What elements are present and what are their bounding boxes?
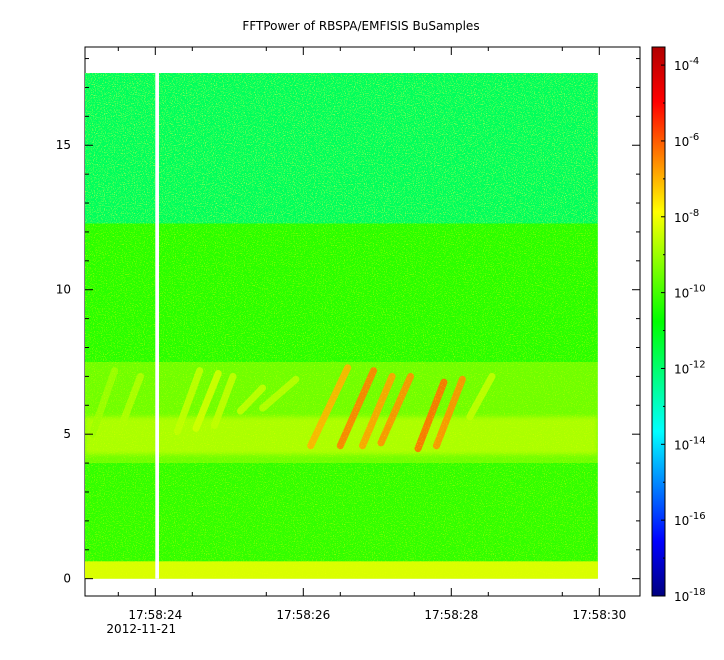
chorus-element-4 — [192, 370, 222, 432]
chorus-element-10 — [359, 372, 396, 450]
chorus-element-6 — [236, 384, 267, 415]
y-tick-label: 10 — [56, 283, 71, 297]
chorus-element-14 — [466, 372, 496, 421]
chorus-element-3 — [174, 367, 204, 435]
chorus-element-12 — [414, 378, 448, 453]
x-tick-label: 17:58:26 — [276, 608, 330, 622]
bottom-band — [85, 561, 598, 579]
plot-area — [84, 46, 641, 597]
y-tick-label: 15 — [56, 138, 71, 152]
x-tick-date-label: 2012-11-21 — [106, 622, 176, 636]
colorbar-tick-label: 10-4 — [674, 56, 699, 73]
chorus-element-1 — [88, 367, 119, 438]
x-tick-label: 17:58:28 — [424, 608, 478, 622]
chorus-element-7 — [259, 375, 300, 412]
colorbar-tick-label: 10-10 — [674, 284, 706, 301]
y-tick-label: 5 — [63, 427, 71, 441]
chorus-element-8 — [307, 364, 352, 450]
colorbar-tick-label: 10-6 — [674, 132, 699, 149]
spectrogram-background — [85, 73, 598, 579]
data-gap — [155, 73, 159, 579]
x-tick-label: 17:58:30 — [572, 608, 626, 622]
colorbar-tick-label: 10-8 — [674, 208, 699, 225]
colorbar-tick-label: 10-12 — [674, 359, 706, 376]
chorus-element-11 — [377, 372, 415, 447]
y-tick-label: 0 — [63, 572, 71, 586]
colorbar-tick-label: 10-14 — [674, 435, 706, 452]
chorus-element-13 — [433, 375, 466, 450]
x-tick-label: 17:58:24 — [128, 608, 182, 622]
colorbar: 10-4 10-6 10-8 10-10 10-12 10-14 10-16 10-18 — [651, 46, 706, 604]
colorbar-scale — [651, 46, 666, 597]
spectrogram-image — [85, 73, 598, 579]
chorus-element-2 — [114, 372, 144, 438]
chart-title: FFTPower of RBSPA/EMFISIS BuSamples — [242, 19, 479, 33]
chorus-element-5 — [211, 372, 237, 430]
colorbar-tick-label: 10-18 — [674, 587, 706, 604]
chorus-element-9 — [336, 367, 378, 450]
colorbar-tick-label: 10-16 — [674, 511, 706, 528]
